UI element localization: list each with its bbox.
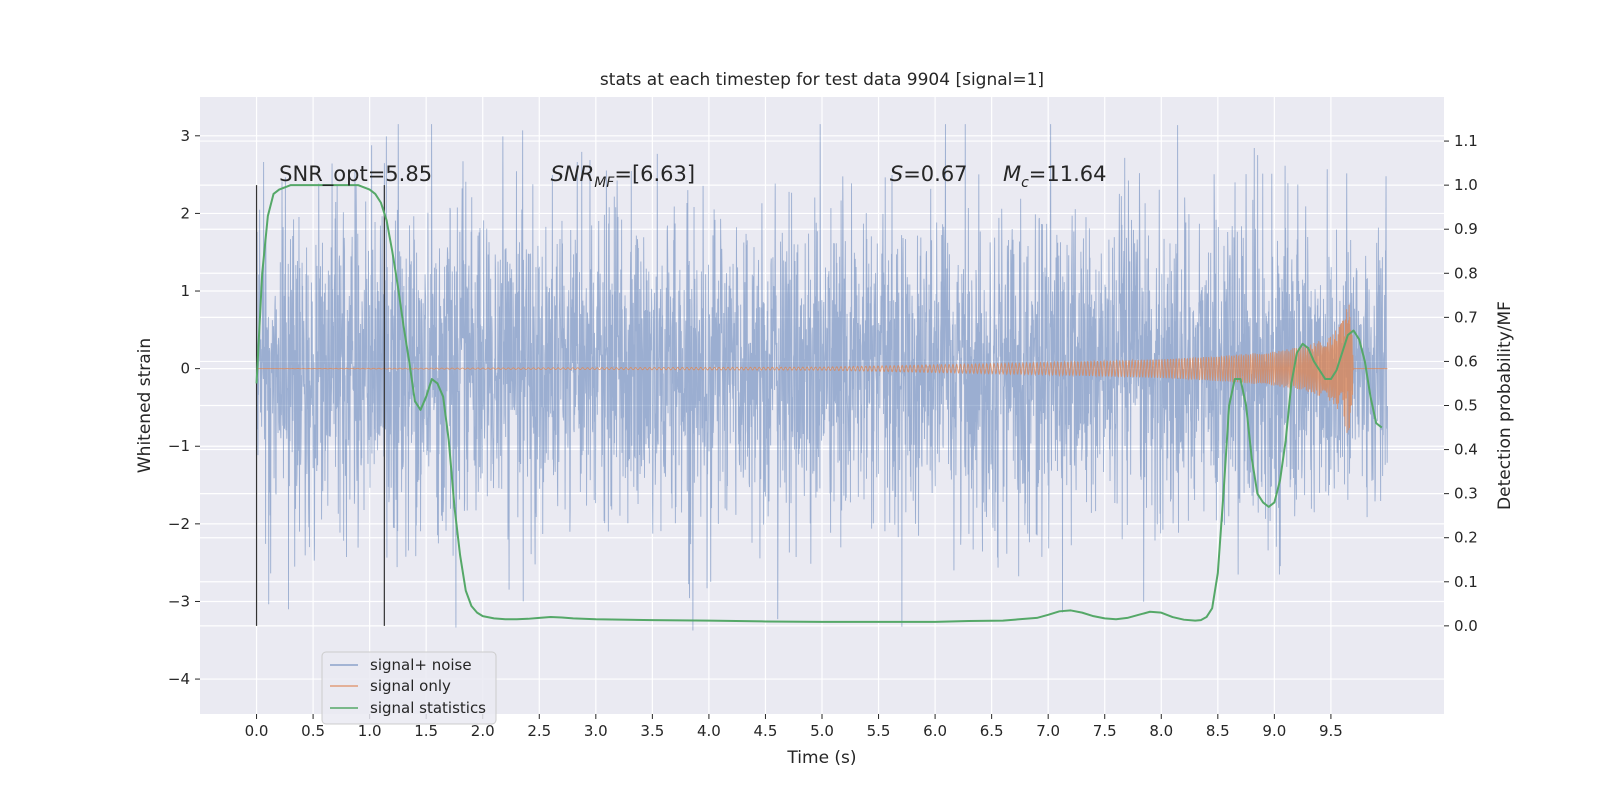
y2-tick-label: 0.3 (1454, 485, 1478, 503)
marker-lines (255, 185, 385, 626)
legend-label-signal-only: signal only (370, 677, 451, 695)
x-tick-label: 4.0 (697, 722, 721, 740)
x-tick-label: 8.5 (1206, 722, 1230, 740)
chart-title: stats at each timestep for test data 990… (600, 70, 1044, 90)
x-tick-label: 3.0 (584, 722, 608, 740)
x-tick-label: 7.0 (1036, 722, 1060, 740)
x-tick-label: 9.5 (1319, 722, 1343, 740)
y2-tick-label: 0.9 (1454, 220, 1478, 238)
x-tick-label: 7.5 (1093, 722, 1117, 740)
legend-label-signal-noise: signal+ noise (370, 656, 472, 674)
y2-tick-label: 0.6 (1454, 352, 1478, 370)
y-tick-label: −3 (168, 592, 190, 610)
legend: signal+ noise signal only signal statist… (321, 651, 497, 725)
annotation-mc: Mc=11.64 (1003, 162, 1107, 191)
x-tick-label: 2.0 (471, 722, 495, 740)
x-tick-label: 6.5 (980, 722, 1004, 740)
x-tick-label: 6.0 (923, 722, 947, 740)
signal-only-series (256, 304, 1388, 433)
x-tick-label: 5.5 (867, 722, 891, 740)
annotation-snr-mf: SNRMF=[6.63] (551, 162, 696, 191)
x-axis-label: Time (s) (786, 748, 856, 768)
x-tick-label: 5.0 (810, 722, 834, 740)
y2-tick-label: 0.8 (1454, 264, 1478, 282)
legend-label-signal-statistics: signal statistics (370, 699, 486, 717)
legend-box (321, 651, 497, 725)
y2-tick-label: 0.7 (1454, 308, 1478, 326)
x-tick-label: 3.5 (640, 722, 664, 740)
y2-tick-label: 0.2 (1454, 529, 1478, 547)
y-tick-label: 2 (180, 204, 190, 222)
signal-statistics-series (255, 184, 1383, 623)
x-tick-label: 8.0 (1149, 722, 1173, 740)
y2-tick-label: 1.0 (1454, 176, 1478, 194)
axis-ticks: 0.0 0.5 1.0 1.5 2.0 2.5 3.0 3.5 4.0 4.5 5.0 5.5 6.0 6… (168, 127, 1478, 740)
y2-axis-label: Detection probability/MF (1495, 301, 1515, 510)
y-axis-label: Whitened strain (135, 338, 155, 473)
x-tick-label: 2.5 (527, 722, 551, 740)
signal-statistics-line (255, 184, 1383, 623)
y-tick-label: 1 (180, 282, 190, 300)
signal-only-line (256, 304, 1355, 433)
signal-noise-series (256, 124, 1388, 631)
y-tick-label: 3 (180, 127, 190, 145)
y-tick-label: 0 (180, 360, 190, 378)
annotation-s: S=0.67 (890, 162, 968, 186)
y2-tick-label: 0.1 (1454, 573, 1478, 591)
x-tick-label: 1.0 (358, 722, 382, 740)
x-tick-label: 0.5 (301, 722, 325, 740)
y2-tick-label: 0.4 (1454, 441, 1478, 459)
y2-tick-label: 1.1 (1454, 132, 1478, 150)
x-tick-label: 4.5 (754, 722, 778, 740)
y-tick-label: −4 (168, 670, 190, 688)
y-tick-label: −2 (168, 515, 190, 533)
y2-tick-label: 0.0 (1454, 617, 1478, 635)
x-tick-label: 1.5 (414, 722, 438, 740)
annotation-snr-opt: SNR_opt=5.85 (279, 162, 432, 187)
x-tick-label: 0.0 (245, 722, 269, 740)
signal-noise-line (256, 124, 1388, 631)
y-tick-label: −1 (168, 437, 190, 455)
y2-tick-label: 0.5 (1454, 397, 1478, 415)
x-tick-label: 9.0 (1262, 722, 1286, 740)
